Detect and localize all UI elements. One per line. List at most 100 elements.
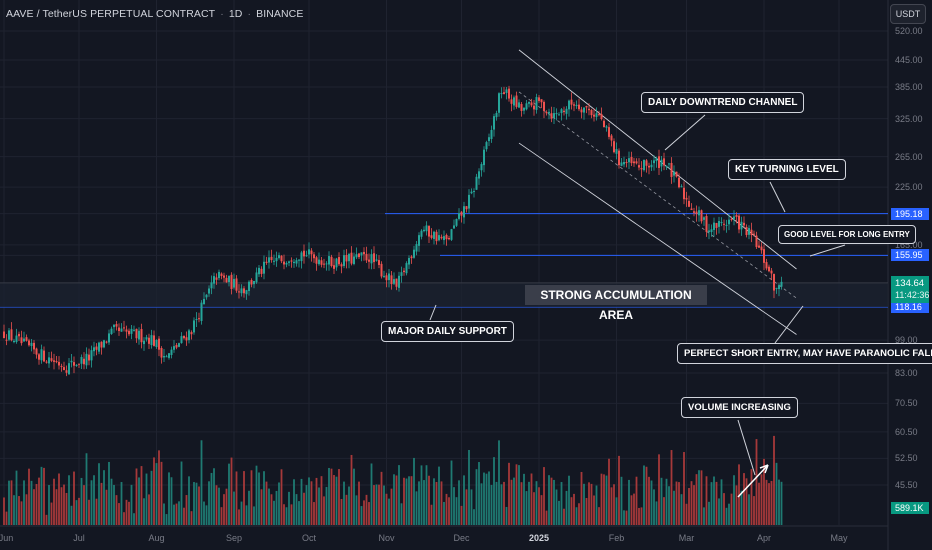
candle-body: [270, 256, 273, 261]
downtrend-channel: [518, 49, 797, 335]
candle-body: [335, 258, 338, 268]
volume-bar: [178, 501, 180, 525]
candle-body: [495, 113, 498, 118]
volume-bar: [450, 460, 453, 525]
volume-bar: [645, 466, 648, 525]
candle-body: [305, 255, 308, 257]
candle-body: [73, 362, 75, 366]
volume-bar: [15, 470, 18, 525]
candle-body: [368, 259, 370, 262]
volume-bar: [35, 484, 38, 525]
volume-bar: [363, 500, 365, 525]
candle-body: [325, 263, 328, 265]
volume-arrow-head: [759, 464, 769, 474]
candle-body: [610, 135, 613, 141]
callout-pointers: [429, 114, 846, 498]
candle-body: [333, 265, 335, 269]
candle-body: [223, 275, 225, 278]
volume-bar: [760, 474, 763, 525]
volume-bar: [260, 489, 263, 525]
volume-bar: [40, 466, 43, 525]
candle-body: [393, 279, 395, 284]
candle-body: [228, 276, 230, 283]
volume-bar: [263, 471, 265, 525]
exchange: BINANCE: [256, 8, 304, 20]
volume-bar: [340, 498, 343, 525]
volume-bar: [43, 467, 45, 525]
level-tag-118: 118.16: [891, 301, 929, 314]
candle-body: [145, 337, 148, 340]
candle-body: [625, 162, 628, 164]
candle-body: [243, 288, 245, 294]
candle-body: [158, 338, 160, 350]
volume-bar: [210, 472, 213, 525]
candle-body: [185, 337, 188, 341]
candle-body: [138, 330, 140, 340]
currency-button[interactable]: USDT: [890, 4, 926, 24]
candle-body: [15, 335, 18, 342]
volume-bar: [495, 481, 498, 525]
volume-bar: [118, 503, 120, 525]
candle-body: [188, 330, 190, 341]
callout-channel: DAILY DOWNTREND CHANNEL: [641, 92, 805, 113]
candle-body: [175, 344, 178, 348]
volume-bar: [455, 497, 458, 525]
time-tick-label: Apr: [756, 533, 772, 543]
volume-bar: [670, 450, 673, 525]
candle-body: [85, 353, 88, 366]
volume-bar: [763, 458, 765, 525]
volume-bar: [13, 495, 15, 525]
time-tick-label: Sep: [225, 533, 243, 543]
volume-bar: [200, 440, 203, 525]
volume-bar: [65, 492, 68, 525]
candle-body: [40, 349, 43, 361]
candle-body: [663, 158, 665, 166]
pointer-support: [429, 304, 437, 321]
candle-body: [238, 291, 240, 293]
candle-body: [485, 142, 488, 150]
volume-bar: [510, 479, 513, 525]
candle-body: [180, 336, 183, 344]
candle-body: [290, 260, 293, 262]
candle-body: [385, 275, 388, 281]
candle-body: [590, 110, 593, 116]
volume-bar: [58, 473, 60, 525]
volume-bar: [468, 449, 470, 525]
candle-body: [515, 95, 518, 107]
candle-body: [58, 361, 60, 366]
candle-body: [668, 163, 670, 165]
price-tick-label: 265.00: [895, 151, 923, 162]
candle-body: [75, 364, 78, 366]
candle-body: [298, 259, 300, 261]
candle-body: [318, 259, 320, 265]
volume-bar: [673, 490, 675, 525]
volume-bar: [555, 489, 558, 525]
candle-body: [473, 190, 475, 192]
volume-bar: [193, 482, 195, 525]
candle-body: [448, 237, 450, 240]
volume-bar: [83, 485, 85, 525]
candle-body: [708, 230, 710, 232]
candle-body: [320, 260, 323, 265]
volume-bar: [488, 471, 490, 525]
volume-bar: [293, 479, 295, 525]
volume-bar: [215, 485, 218, 525]
candle-body: [465, 206, 468, 210]
volume-bar: [185, 495, 188, 525]
candle-body: [313, 254, 315, 259]
volume-bar: [550, 477, 553, 525]
volume-bar: [618, 455, 620, 525]
volume-bar: [408, 476, 410, 525]
candle-body: [130, 328, 133, 334]
volume-bar: [560, 482, 563, 525]
chart-title: AAVE / TetherUS PERPETUAL CONTRACT · 1D …: [6, 8, 304, 20]
candle-body: [373, 253, 375, 263]
volume-bar: [168, 472, 170, 525]
candle-body: [93, 347, 95, 352]
volume-bar: [700, 470, 703, 525]
volume-bar: [265, 481, 268, 525]
volume-bar: [123, 512, 125, 525]
candle-body: [553, 113, 555, 119]
volume-bar: [108, 461, 110, 525]
